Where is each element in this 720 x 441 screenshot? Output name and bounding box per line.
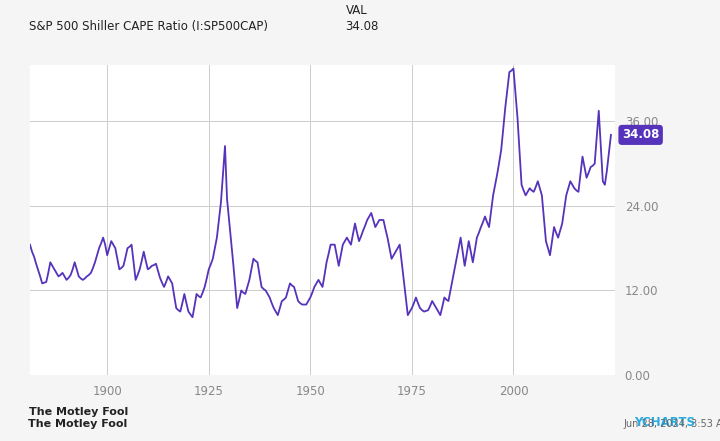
Text: 34.08: 34.08: [622, 128, 660, 142]
Text: 34.08: 34.08: [346, 20, 379, 33]
Text: Jun 28, 2024, 3:53 AM EDT  Powered by: Jun 28, 2024, 3:53 AM EDT Powered by: [623, 419, 720, 429]
Text: YCHARTS: YCHARTS: [634, 416, 695, 429]
Text: S&P 500 Shiller CAPE Ratio (I:SP500CAP): S&P 500 Shiller CAPE Ratio (I:SP500CAP): [29, 20, 268, 33]
Text: The Motley Fool: The Motley Fool: [29, 407, 128, 417]
Text: VAL: VAL: [346, 4, 367, 17]
Text: The Motley Fool: The Motley Fool: [28, 419, 127, 429]
